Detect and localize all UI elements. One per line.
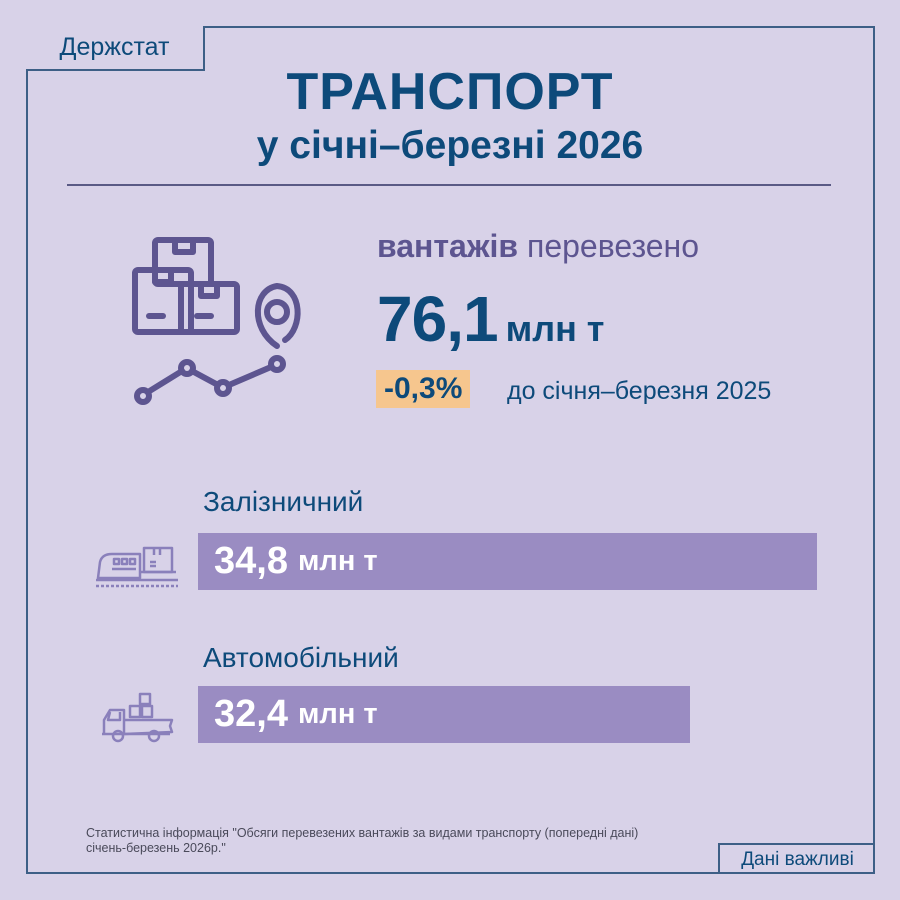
page-subtitle: у січні–березні 2026 — [256, 124, 644, 167]
title-divider — [67, 184, 831, 186]
source-note: Статистична інформація "Обсяги перевезен… — [86, 826, 639, 855]
rail-value: 34,8 — [214, 540, 288, 582]
rail-bar: 34,8 млн т — [198, 533, 817, 590]
road-label: Автомобільний — [203, 642, 399, 673]
total-value: 76,1 млн т — [377, 282, 604, 356]
truck-icon — [102, 692, 174, 743]
rail-unit: млн т — [297, 545, 378, 577]
total-number: 76,1 — [377, 283, 499, 355]
summary-label-bold: вантажів — [377, 228, 519, 264]
brand-logo: Держстат — [26, 26, 205, 71]
change-label: до січня–березня 2025 — [507, 377, 772, 405]
outer-frame — [26, 26, 875, 874]
cargo-boxes-location-chart-icon — [132, 237, 301, 405]
road-value: 32,4 — [214, 693, 288, 735]
train-icon — [96, 546, 178, 588]
road-bar: 32,4 млн т — [198, 686, 690, 743]
change-badge: -0,3% — [376, 370, 471, 408]
page-title: ТРАНСПОРТ — [286, 63, 614, 121]
road-unit: млн т — [297, 698, 378, 730]
tagline: Дані важливі — [718, 843, 875, 874]
summary-label-light: перевезено — [526, 228, 700, 264]
total-unit: млн т — [505, 308, 605, 349]
summary-label: вантажів перевезено — [377, 228, 699, 265]
rail-label: Залізничний — [203, 486, 364, 517]
